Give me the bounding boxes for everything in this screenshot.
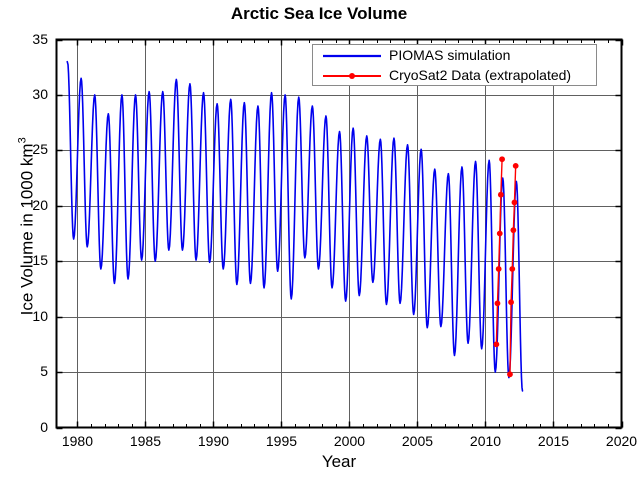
gridlines	[56, 39, 622, 428]
plot-frame	[55, 38, 623, 429]
x-tick-label: 2015	[537, 432, 570, 449]
page-title: Arctic Sea Ice Volume	[230, 4, 408, 23]
x-tick-label: 1980	[61, 432, 94, 449]
x-tick-label: 2005	[401, 432, 434, 449]
y-tick-label: 30	[32, 85, 48, 102]
x-tick-label: 2000	[333, 432, 366, 449]
legend-label-piomas: PIOMAS simulation	[389, 47, 511, 63]
series-cryosat2-data	[493, 156, 519, 378]
y-tick-label: 10	[32, 307, 48, 324]
x-tick-label: 2010	[469, 432, 502, 449]
axis-ticks	[56, 39, 624, 430]
x-tick-label: 1990	[197, 432, 230, 449]
y-tick-label: 25	[32, 141, 48, 158]
y-tick-label: 15	[32, 252, 48, 269]
legend-swatch-line-blue	[323, 54, 381, 58]
chart-legend: PIOMAS simulation CryoSat2 Data (extrapo…	[312, 44, 597, 86]
y-tick-label: 5	[40, 363, 48, 380]
x-axis-label: Year	[321, 452, 357, 471]
y-tick-label: 20	[32, 196, 48, 213]
y-tick-label: 35	[32, 30, 48, 47]
x-tick-label: 1995	[265, 432, 298, 449]
legend-swatch-line-red-marker	[323, 73, 381, 79]
y-tick-label: 0	[40, 418, 48, 435]
legend-entry-cryosat: CryoSat2 Data (extrapolated)	[313, 65, 596, 86]
x-tick-label: 2020	[605, 432, 638, 449]
legend-label-cryosat: CryoSat2 Data (extrapolated)	[389, 67, 572, 83]
series-piomas-simulation	[66, 60, 524, 392]
x-tick-label: 1985	[129, 432, 162, 449]
legend-entry-piomas: PIOMAS simulation	[313, 45, 596, 66]
